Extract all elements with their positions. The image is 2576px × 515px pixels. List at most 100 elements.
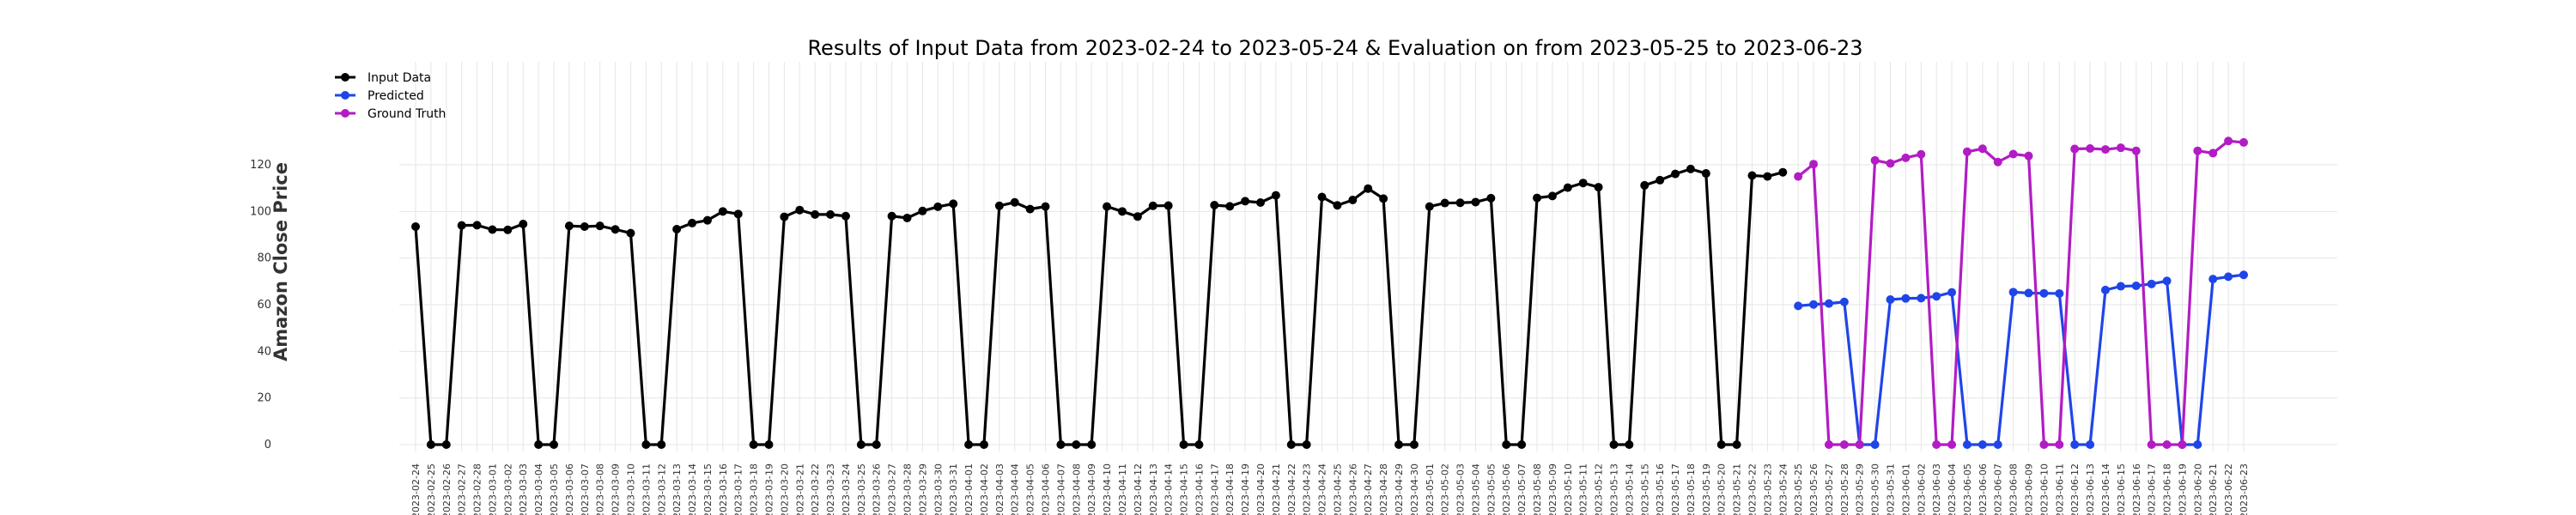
data-point (964, 440, 974, 449)
x-tick-label: 2023-04-15 (1179, 464, 1190, 515)
data-point (519, 220, 528, 228)
x-tick-label: 2023-03-28 (902, 464, 914, 515)
x-tick-label: 2023-04-10 (1102, 464, 1113, 515)
x-tick-label: 2023-06-19 (2177, 464, 2188, 515)
x-tick-label: 2023-06-23 (2239, 464, 2250, 515)
data-point (1978, 144, 1987, 154)
data-point (672, 224, 682, 233)
data-point (1609, 440, 1619, 449)
x-tick-label: 2023-05-15 (1639, 464, 1650, 515)
x-tick-label: 2023-05-11 (1578, 464, 1589, 515)
data-point (1855, 440, 1864, 449)
x-tick-label: 2023-05-28 (1839, 464, 1850, 515)
data-point (1625, 440, 1634, 449)
data-point (2193, 440, 2202, 449)
x-tick-label: 2023-04-03 (994, 464, 1005, 515)
x-tick-label: 2023-03-03 (518, 464, 529, 515)
data-point (1133, 212, 1142, 221)
x-tick-label: 2023-04-16 (1194, 464, 1205, 515)
x-tick-label: 2023-06-07 (1993, 464, 2004, 515)
data-point (994, 201, 1004, 210)
x-tick-label: 2023-03-06 (564, 464, 575, 515)
data-point (2055, 440, 2064, 449)
data-point (1547, 191, 1557, 201)
data-point (872, 440, 881, 449)
x-tick-label: 2023-04-22 (1286, 464, 1297, 515)
x-tick-label: 2023-05-06 (1501, 464, 1512, 515)
x-tick-label: 2023-04-29 (1394, 464, 1405, 515)
data-point (811, 209, 820, 219)
series-line (414, 167, 1783, 446)
x-tick-label: 2023-04-21 (1271, 464, 1282, 515)
x-tick-label: 2023-04-02 (979, 464, 990, 515)
x-tick-label: 2023-06-22 (2223, 464, 2234, 515)
x-tick-label: 2023-05-01 (1425, 464, 1436, 515)
x-tick-label: 2023-04-26 (1347, 464, 1358, 515)
data-point (1701, 169, 1710, 179)
x-tick-label: 2023-03-29 (917, 464, 928, 515)
x-tick-label: 2023-04-04 (1010, 464, 1021, 515)
x-tick-label: 2023-02-26 (441, 464, 453, 515)
data-point (657, 440, 666, 449)
data-point (1578, 179, 1588, 188)
x-tick-label: 2023-05-31 (1886, 464, 1897, 515)
x-tick-label: 2023-05-14 (1624, 464, 1635, 515)
data-point (1870, 155, 1880, 165)
data-point (688, 218, 697, 227)
data-point (2116, 143, 2125, 153)
y-axis-ticks: 0 20 40 60 80 100 120 (250, 159, 271, 451)
legend-item: Predicted (335, 89, 424, 103)
x-tick-label: 2023-04-25 (1332, 464, 1343, 515)
x-tick-label: 2023-03-08 (595, 464, 606, 515)
data-point (426, 440, 435, 449)
y-tick-label: 120 (250, 159, 271, 172)
x-tick-label: 2023-06-03 (1931, 464, 1942, 515)
data-point (1917, 294, 1926, 303)
data-point (1747, 171, 1757, 180)
data-point (2024, 151, 2033, 161)
data-point (2086, 143, 2095, 153)
data-point (1394, 440, 1404, 449)
data-point (1348, 196, 1358, 205)
data-point (780, 212, 789, 221)
data-point (1932, 292, 1941, 301)
chart-title: Results of Input Data from 2023-02-24 to… (807, 36, 1862, 60)
x-tick-label: 2023-05-26 (1808, 464, 1820, 515)
data-point (2131, 282, 2141, 290)
data-point (1117, 207, 1127, 216)
data-point (1425, 202, 1434, 211)
data-point (2193, 146, 2202, 155)
x-tick-label: 2023-03-16 (718, 464, 729, 515)
data-point (2024, 288, 2033, 298)
x-tick-label: 2023-03-11 (641, 464, 652, 515)
data-point (2162, 276, 2172, 286)
x-tick-label: 2023-06-10 (2038, 464, 2050, 515)
x-tick-label: 2023-05-12 (1594, 464, 1605, 515)
x-tick-label: 2023-03-12 (656, 464, 667, 515)
data-point (2116, 282, 2125, 291)
data-point (411, 221, 420, 231)
data-point (1947, 440, 1957, 449)
data-point (1732, 440, 1741, 449)
x-tick-label: 2023-03-31 (948, 464, 959, 515)
x-tick-label: 2023-03-20 (779, 464, 790, 515)
data-point (1286, 440, 1296, 449)
series (411, 136, 2248, 449)
series-predicted (1794, 270, 2248, 449)
data-point (1317, 192, 1327, 202)
data-point (1917, 149, 1926, 159)
x-tick-label: 2023-06-20 (2192, 464, 2203, 515)
data-point (2162, 440, 2172, 449)
data-point (1901, 294, 1911, 303)
data-point (564, 221, 574, 231)
x-tick-label: 2023-06-18 (2162, 464, 2173, 515)
data-point (457, 221, 466, 230)
x-tick-label: 2023-04-24 (1317, 464, 1328, 515)
x-tick-label: 2023-05-18 (1686, 464, 1697, 515)
data-point (611, 225, 620, 234)
x-tick-label: 2023-04-18 (1224, 464, 1236, 515)
y-tick-label: 100 (250, 205, 271, 218)
data-point (1962, 147, 1971, 156)
x-tick-label: 2023-04-07 (1055, 464, 1066, 515)
x-tick-label: 2023-03-21 (794, 464, 805, 515)
